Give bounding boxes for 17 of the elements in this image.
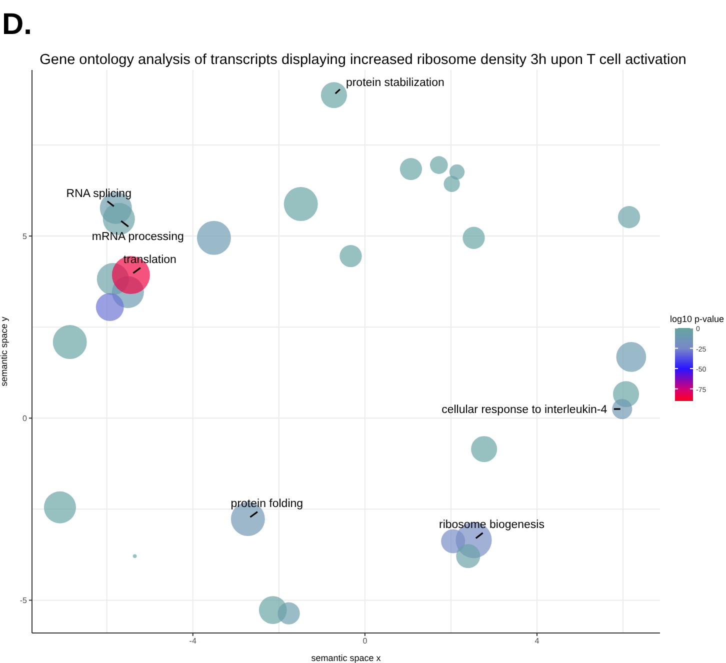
annotation: protein stabilization bbox=[346, 77, 444, 90]
y-tick-label: 5 bbox=[22, 232, 28, 241]
x-tick-label: 4 bbox=[534, 636, 540, 646]
annotation: RNA splicing bbox=[66, 188, 132, 200]
y-axis-title: semantic space y bbox=[0, 316, 10, 386]
text: D. bbox=[2, 8, 32, 42]
x-axis-title: semantic space x bbox=[311, 653, 382, 663]
y-tick-label: -5 bbox=[20, 596, 28, 606]
x-tick-label: -4 bbox=[189, 636, 197, 646]
x-tick-label: 0 bbox=[362, 636, 368, 646]
chart-title: Gene ontology analysis of transcripts displaying increased ribosome density 3h upon T cell activation bbox=[38, 52, 688, 68]
annotation: protein folding bbox=[230, 498, 304, 510]
annotation: ribosome biogenesis bbox=[439, 519, 545, 532]
legend-title: log10 p-value bbox=[670, 314, 724, 324]
y-tick-label: 0 bbox=[22, 414, 28, 423]
annotation: cellular response to interleukin-4 bbox=[442, 404, 608, 416]
annotation: mRNA processing bbox=[92, 230, 184, 243]
